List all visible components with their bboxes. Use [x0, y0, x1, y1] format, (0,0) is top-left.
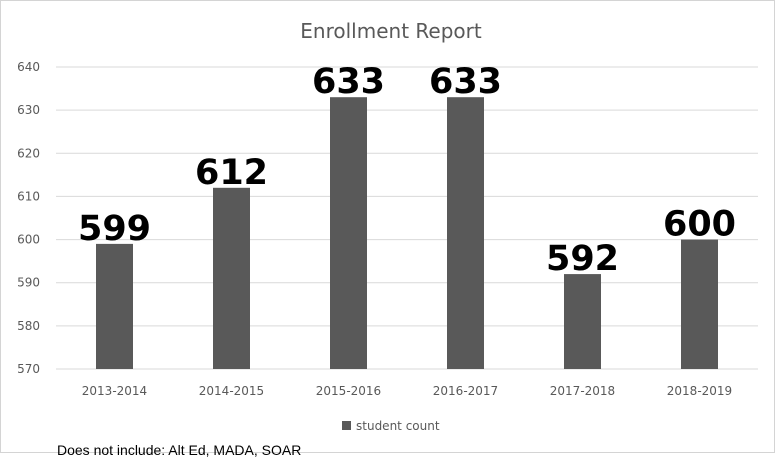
x-tick-label: 2017-2018: [550, 384, 615, 398]
bar: [447, 97, 484, 369]
bar: [564, 274, 601, 369]
y-tick-label: 580: [17, 319, 40, 333]
x-tick-label: 2014-2015: [199, 384, 264, 398]
legend-swatch: [342, 421, 351, 430]
y-tick-label: 610: [17, 189, 40, 203]
bar: [330, 97, 367, 369]
x-tick-label: 2018-2019: [667, 384, 732, 398]
gridlines: [56, 66, 758, 370]
y-axis-ticks: 570 580 590 600 610 620 630 640: [17, 60, 40, 376]
data-label: 599: [78, 209, 151, 249]
y-tick-label: 590: [17, 276, 40, 290]
data-label: 612: [195, 153, 268, 193]
data-label: 633: [429, 62, 502, 102]
y-tick-label: 600: [17, 233, 40, 247]
y-tick-label: 630: [17, 103, 40, 117]
x-tick-label: 2013-2014: [82, 384, 147, 398]
legend-label: student count: [356, 419, 440, 433]
x-tick-label: 2015-2016: [316, 384, 381, 398]
y-tick-label: 640: [17, 60, 40, 74]
bar: [96, 243, 133, 369]
x-tick-label: 2016-2017: [433, 384, 498, 398]
data-label: 592: [546, 239, 619, 279]
legend: student count: [342, 419, 440, 433]
chart-title: Enrollment Report: [300, 19, 482, 43]
footnote: Does not include: Alt Ed, MADA, SOAR: [57, 442, 302, 458]
y-tick-label: 570: [17, 362, 40, 376]
data-labels: 599 612 633 633 592 600: [78, 62, 736, 279]
y-tick-label: 620: [17, 146, 40, 160]
data-label: 633: [312, 62, 385, 102]
x-axis-ticks: 2013-2014 2014-2015 2015-2016 2016-2017 2017…: [82, 384, 732, 398]
data-label: 600: [663, 205, 736, 245]
bars: [96, 97, 718, 369]
bar: [213, 187, 250, 369]
bar: [681, 239, 718, 369]
